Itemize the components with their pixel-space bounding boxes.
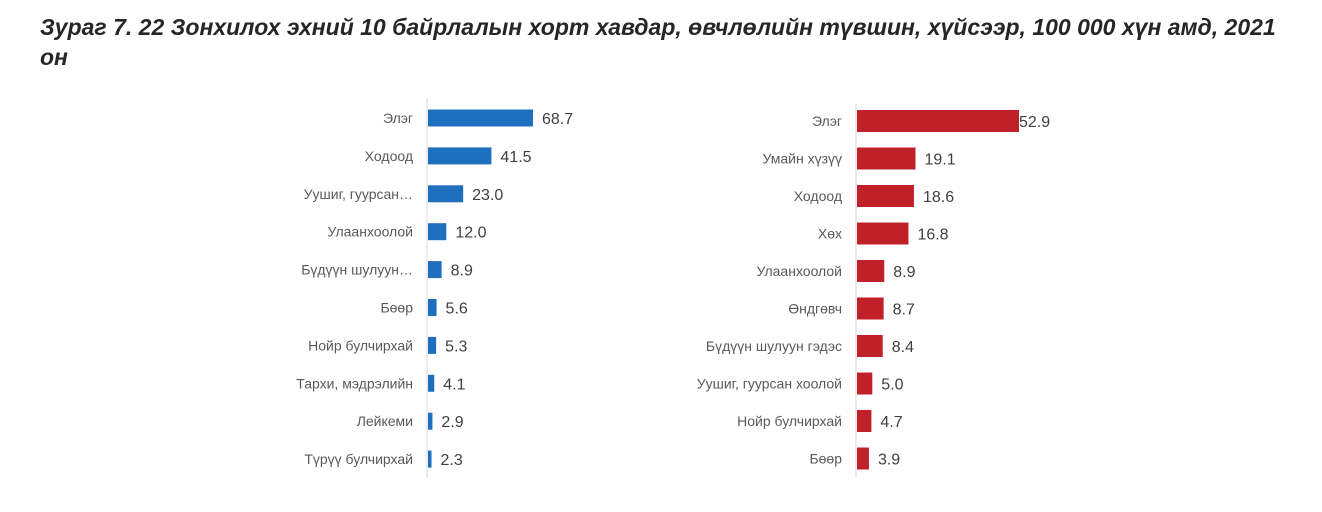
chart-2-bar [857, 372, 873, 395]
chart-1-category-label: Ходоод [365, 148, 413, 164]
chart-1-bar [428, 374, 435, 392]
chart-2-bar [857, 222, 909, 245]
chart-1-bar [428, 450, 432, 468]
chart-1-category-label: Уушиг, гуурсан… [304, 186, 413, 202]
chart-2-bar [857, 447, 869, 470]
chart-2-category-label: Өндгөвч [788, 301, 842, 317]
chart-1-bar [428, 299, 437, 316]
chart-1-bar [428, 261, 442, 279]
chart-1-value-label: 41.5 [500, 149, 531, 166]
chart-2-bar [857, 147, 916, 170]
chart-2-category-label: Бөөр [809, 451, 842, 467]
chart-1-bar [428, 109, 533, 127]
chart-1-category-label: Бүдүүн шулуун… [301, 262, 413, 278]
chart-2-value-label: 3.9 [878, 452, 900, 469]
chart-1-category-label: Элэг [383, 110, 413, 126]
chart-2-category-label: Умайн хүзүү [762, 151, 842, 167]
chart-2-bar [857, 335, 883, 357]
chart-2-category-label: Уушиг, гуурсан хоолой [697, 376, 842, 392]
chart-2-bar [857, 110, 1019, 132]
chart-1-value-label: 68.7 [542, 111, 573, 128]
chart-1-value-label: 5.6 [446, 301, 468, 318]
chart-2-category-label: Ходоод [794, 188, 842, 204]
chart-1-value-label: 12.0 [455, 225, 486, 242]
chart-2-value-label: 16.8 [917, 227, 948, 244]
chart-1-bar [428, 147, 492, 165]
chart-2-value-label: 5.0 [881, 377, 903, 394]
chart-1-value-label: 2.3 [441, 452, 463, 469]
chart-1-bar [428, 336, 437, 354]
chart-1-bar [428, 223, 447, 241]
chart-2-bar [857, 410, 872, 432]
chart-1-category-label: Бөөр [380, 300, 413, 316]
chart-1-bar [428, 412, 433, 430]
chart-2-category-label: Элэг [812, 113, 842, 129]
chart-2-category-label: Бүдүүн шулуун гэдэс [706, 338, 842, 354]
chart-2-value-label: 8.9 [893, 264, 915, 281]
chart-1-category-label: Түрүү булчирхай [304, 451, 413, 467]
chart-title: Зураг 7. 22 Зонхилох эхний 10 байрлалын … [40, 14, 1276, 70]
chart-2-bar [857, 297, 884, 320]
chart-2-value-label: 19.1 [924, 152, 955, 169]
chart-2-value-label: 52.9 [1019, 114, 1050, 131]
chart-2-bar [857, 260, 885, 282]
chart-1-value-label: 8.9 [451, 263, 473, 280]
chart-1-value-label: 2.9 [441, 414, 463, 431]
chart-2-value-label: 8.4 [892, 339, 914, 356]
chart-1-value-label: 23.0 [472, 187, 503, 204]
chart-2-value-label: 4.7 [880, 414, 902, 431]
chart-2-bar [857, 185, 914, 207]
chart-1-value-label: 4.1 [443, 376, 465, 393]
chart-2-category-label: Нойр булчирхай [737, 413, 842, 429]
chart-2-category-label: Хөх [818, 226, 842, 242]
chart-2-category-label: Улаанхоолой [757, 263, 842, 279]
chart-1-category-label: Лейкеми [357, 413, 413, 429]
chart-1-category-label: Тархи, мэдрэлийн [296, 375, 413, 391]
chart-1-bar [428, 185, 464, 203]
chart-1-category-label: Нойр булчирхай [308, 337, 413, 353]
chart-2-value-label: 8.7 [893, 302, 915, 319]
chart-1-category-label: Улаанхоолой [328, 224, 413, 240]
chart-1-value-label: 5.3 [445, 338, 467, 355]
chart-2-value-label: 18.6 [923, 189, 954, 206]
